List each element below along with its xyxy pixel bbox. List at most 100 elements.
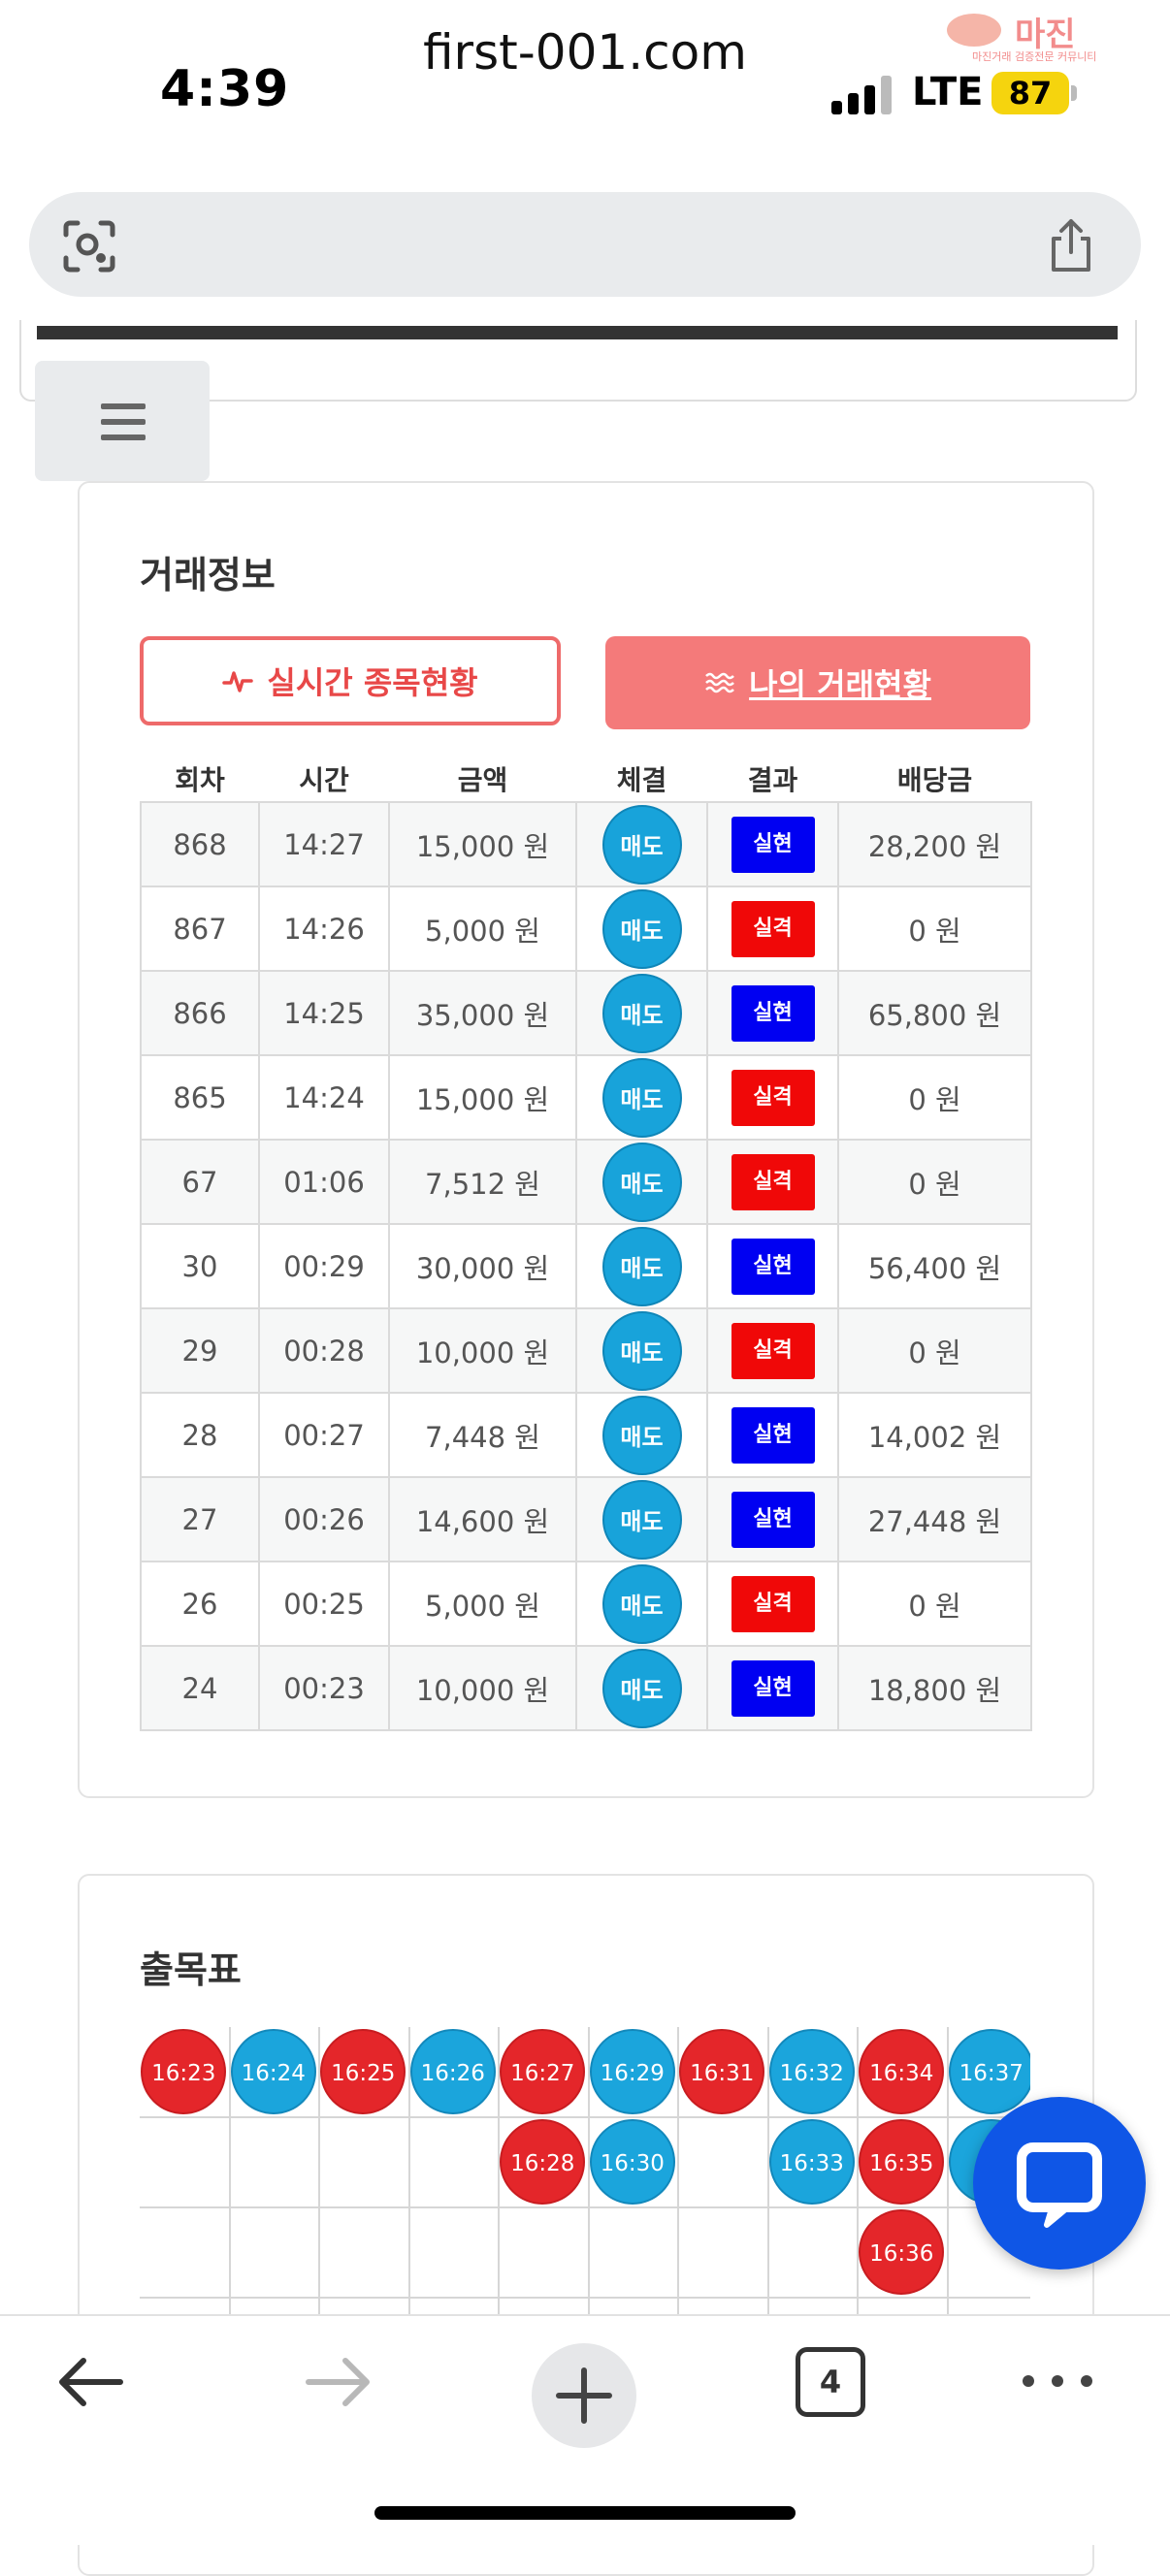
cell-round: 866 xyxy=(140,970,260,1056)
cell-result: 실현 xyxy=(706,1645,839,1731)
realtime-status-label: 실시간 종목현황 xyxy=(267,664,478,701)
cell-trade: 매도 xyxy=(575,886,708,972)
header-result: 결과 xyxy=(747,764,798,796)
menu-icon xyxy=(101,435,146,440)
cell-payout: 65,800 원 xyxy=(837,970,1032,1056)
cell-trade: 매도 xyxy=(575,801,708,887)
tabs-button[interactable]: 4 xyxy=(796,2347,865,2417)
forward-arrow-icon[interactable] xyxy=(301,2345,374,2419)
cell-amount: 35,000 원 xyxy=(388,970,577,1056)
realtime-status-button[interactable]: 실시간 종목현황 xyxy=(140,636,561,725)
result-ball-blue: 16:30 xyxy=(589,2118,675,2205)
result-ball-blue: 16:26 xyxy=(409,2028,496,2114)
result-badge: 실격 xyxy=(731,1575,815,1632)
cell-result: 실현 xyxy=(706,801,839,887)
cell-amount: 15,000 원 xyxy=(388,1054,577,1141)
cell-payout: 28,200 원 xyxy=(837,801,1032,887)
lens-icon[interactable] xyxy=(62,219,116,274)
previous-section-frame xyxy=(19,320,1137,402)
battery-icon: 87 xyxy=(991,72,1069,114)
cell-trade: 매도 xyxy=(575,1307,708,1394)
battery-level: 87 xyxy=(1008,75,1053,112)
cell-amount: 15,000 원 xyxy=(388,801,577,887)
url-text[interactable]: first-001.com xyxy=(423,24,747,80)
cell-result: 실격 xyxy=(706,886,839,972)
header-payout: 배당금 xyxy=(896,764,973,796)
cell-result: 실현 xyxy=(706,1223,839,1309)
table-row: 67 01:06 7,512 원 매도 실격 0 원 xyxy=(140,1139,1032,1225)
cell-payout: 0 원 xyxy=(837,1139,1032,1225)
result-ball-red: 16:31 xyxy=(679,2028,765,2114)
cell-time: 01:06 xyxy=(258,1139,390,1225)
grid-line xyxy=(140,2297,1030,2299)
chat-button[interactable] xyxy=(973,2097,1146,2270)
sell-badge: 매도 xyxy=(601,1395,682,1475)
result-ball-red: 16:36 xyxy=(859,2208,945,2295)
signal-icon xyxy=(831,76,892,114)
trade-info-title: 거래정보 xyxy=(140,554,276,596)
sell-badge: 매도 xyxy=(601,804,682,885)
result-badge: 실현 xyxy=(731,984,815,1042)
menu-icon xyxy=(101,403,146,409)
header-amount: 금액 xyxy=(457,764,508,796)
cell-payout: 0 원 xyxy=(837,1054,1032,1141)
cell-round: 30 xyxy=(140,1223,260,1309)
cell-result: 실현 xyxy=(706,970,839,1056)
cell-round: 868 xyxy=(140,801,260,887)
sell-badge: 매도 xyxy=(601,1057,682,1138)
table-row: 867 14:26 5,000 원 매도 실격 0 원 xyxy=(140,886,1032,972)
result-ball-blue: 16:24 xyxy=(230,2028,316,2114)
grid-line xyxy=(587,2027,590,2359)
table-row: 24 00:23 10,000 원 매도 실현 18,800 원 xyxy=(140,1645,1032,1731)
result-ball-blue: 16:32 xyxy=(768,2028,855,2114)
back-arrow-icon[interactable] xyxy=(54,2345,128,2419)
sell-badge: 매도 xyxy=(601,1142,682,1222)
new-tab-button[interactable] xyxy=(532,2343,636,2448)
cell-round: 29 xyxy=(140,1307,260,1394)
result-badge: 실현 xyxy=(731,1659,815,1717)
cell-trade: 매도 xyxy=(575,1561,708,1647)
table-row: 865 14:24 15,000 원 매도 실격 0 원 xyxy=(140,1054,1032,1141)
grid-line xyxy=(407,2027,410,2359)
address-bar[interactable] xyxy=(29,192,1141,297)
share-icon[interactable] xyxy=(1046,217,1096,274)
waves-icon xyxy=(705,672,735,693)
menu-button[interactable] xyxy=(35,361,210,481)
sell-badge: 매도 xyxy=(601,1226,682,1306)
sell-badge: 매도 xyxy=(601,1648,682,1728)
menu-icon xyxy=(101,419,146,425)
result-ball-red: 16:23 xyxy=(141,2028,227,2114)
table-row: 26 00:25 5,000 원 매도 실격 0 원 xyxy=(140,1561,1032,1647)
cell-payout: 14,002 원 xyxy=(837,1392,1032,1478)
watermark-subtitle: 마진거래 검증전문 커뮤니티 xyxy=(972,50,1097,63)
cell-payout: 18,800 원 xyxy=(837,1645,1032,1731)
plus-icon xyxy=(556,2367,612,2424)
result-badge: 실현 xyxy=(731,1238,815,1295)
sell-badge: 매도 xyxy=(601,1563,682,1644)
table-row: 30 00:29 30,000 원 매도 실현 56,400 원 xyxy=(140,1223,1032,1309)
grid-line xyxy=(498,2027,500,2359)
result-badge: 실격 xyxy=(731,1069,815,1126)
cell-result: 실격 xyxy=(706,1054,839,1141)
cell-result: 실격 xyxy=(706,1307,839,1394)
cell-result: 실격 xyxy=(706,1139,839,1225)
trade-table: 회차 시간 금액 체결 결과 배당금 868 14:27 15,000 원 매도 실현 2… xyxy=(140,757,1032,1731)
result-badge: 실격 xyxy=(731,1153,815,1210)
table-row: 866 14:25 35,000 원 매도 실현 65,800 원 xyxy=(140,970,1032,1056)
more-icon[interactable] xyxy=(1019,2367,1096,2396)
cell-payout: 0 원 xyxy=(837,1561,1032,1647)
cell-round: 24 xyxy=(140,1645,260,1731)
cell-time: 00:25 xyxy=(258,1561,390,1647)
sell-badge: 매도 xyxy=(601,1479,682,1560)
cell-round: 26 xyxy=(140,1561,260,1647)
table-row: 27 00:26 14,600 원 매도 실현 27,448 원 xyxy=(140,1476,1032,1562)
cell-amount: 5,000 원 xyxy=(388,1561,577,1647)
result-table-title: 출목표 xyxy=(140,1948,242,1991)
header-time: 시간 xyxy=(299,764,349,796)
result-ball-blue: 16:37 xyxy=(948,2028,1030,2114)
result-ball-red: 16:28 xyxy=(500,2118,586,2205)
grid-line xyxy=(946,2027,949,2359)
sell-badge: 매도 xyxy=(601,1310,682,1391)
my-trade-status-button[interactable]: 나의 거래현황 xyxy=(605,636,1030,729)
result-ball-blue: 16:29 xyxy=(589,2028,675,2114)
